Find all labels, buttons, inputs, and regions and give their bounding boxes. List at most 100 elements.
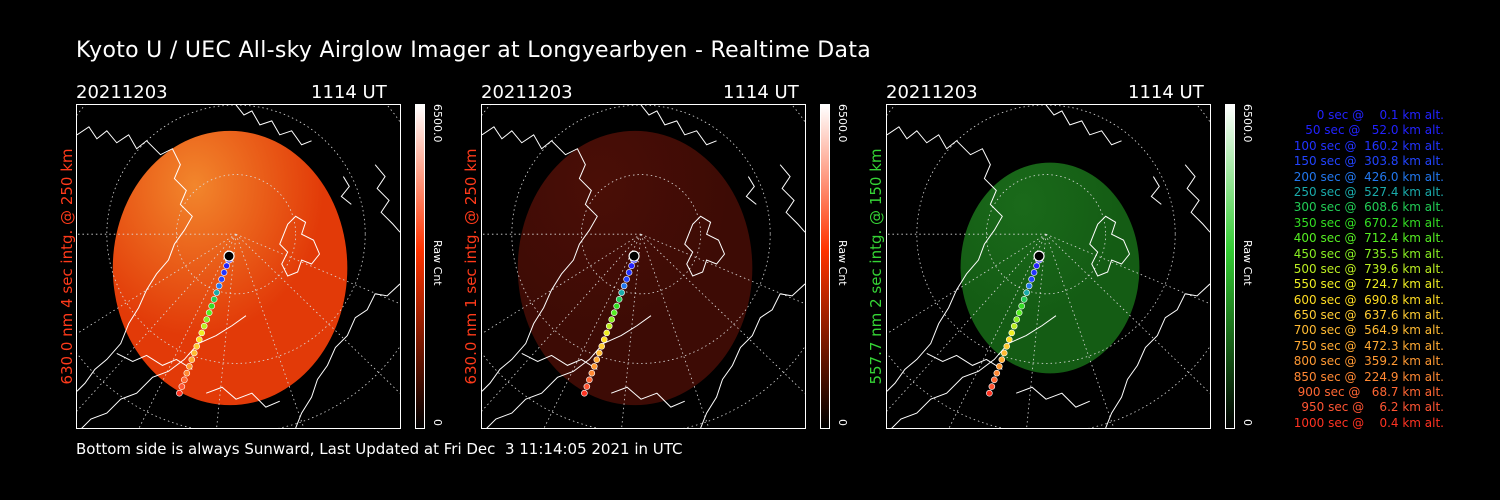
coastline [779,164,805,233]
panel-1-image [76,104,401,429]
latitude-grid-line [175,174,297,295]
panel-2-time: 1114 UT [723,82,799,103]
trajectory-dot [613,302,620,310]
trajectory-dot [993,369,1001,377]
trajectory-legend: 0 sec @ 0.1 km alt. 50 sec @ 52.0 km alt.… [1260,108,1444,431]
coastline [1150,176,1162,205]
trajectory-dot [620,282,628,290]
latitude-grid-line [511,105,771,364]
trajectory-dot [203,316,210,323]
trajectory-dot [618,289,625,296]
coastline [1016,386,1090,408]
trajectory-dot [593,356,601,364]
coastline [77,126,193,392]
coastline [700,283,805,428]
coastline [684,215,726,277]
trajectory-dot [610,309,618,316]
trajectory-dot [1015,309,1023,316]
latitude-grid-line [580,174,702,295]
trajectory-dot [598,343,606,350]
longitude-grid-line [640,234,710,428]
legend-row: 400 sec @ 712.4 km alt. [1293,231,1444,246]
trajectory-dot [193,343,201,350]
panel-1-colorbar [415,104,425,429]
legend-row: 200 sec @ 426.0 km alt. [1293,169,1444,184]
panel-1-cbar-min: 0 [431,419,444,426]
longitude-grid-line [640,233,805,305]
trajectory-dot [586,376,593,384]
panel-1-cbar-unit: Raw Cnt [431,240,444,286]
longitude-grid-line [948,234,1047,428]
panel-3-cbar-max: 6500.0 [1241,104,1254,143]
trajectory-dot [1020,296,1028,303]
legend-row: 1000 sec @ 0.4 km alt. [1293,415,1444,430]
longitude-grid-line [1045,233,1210,305]
legend-row: 0 sec @ 0.1 km alt. [1316,108,1444,122]
panel-3-date: 20211203 [886,82,978,103]
panel-3-colorbar [1225,104,1235,429]
longitude-grid-line [543,234,642,428]
legend-row: 900 sec @ 68.7 km alt. [1297,385,1444,400]
trajectory-dot [1028,275,1035,283]
panel-2-cbar-unit: Raw Cnt [836,240,849,286]
panel-2-ylabel: 630.0 nm 1 sec intg. @ 250 km [462,148,480,385]
airglow-image [960,162,1140,374]
station-marker [628,250,640,262]
coastline [206,386,280,408]
trajectory-dot [1023,289,1030,296]
legend-row: 500 sec @ 739.6 km alt. [1293,261,1444,276]
airglow-image [112,130,348,406]
panel-3-cbar-unit: Raw Cnt [1241,240,1254,286]
trajectory-dot [988,383,996,390]
latitude-grid-line [106,105,366,364]
trajectory-dot [220,269,228,276]
coastline [611,386,685,408]
longitude-grid-line [1026,234,1047,428]
longitude-grid-line [216,234,237,428]
coastline [640,105,717,146]
trajectory-dot [208,302,215,310]
trajectory-dot [218,275,225,283]
trajectory-dot [1008,329,1016,337]
coastline [926,353,1003,370]
legend-row: 550 sec @ 724.7 km alt. [1293,277,1444,292]
coastline [295,283,400,428]
panel-1-ylabel: 630.0 nm 4 sec intg. @ 250 km [58,148,76,385]
coastline [482,126,598,392]
coastline [1089,215,1131,277]
trajectory-dot [1013,316,1020,323]
panel-3-time: 1114 UT [1128,82,1204,103]
station-marker [1033,250,1045,262]
coastline [486,315,652,428]
panel-1-cbar-max: 6500.0 [431,104,444,143]
trajectory-dot [1018,302,1025,310]
legend-row: 700 sec @ 564.9 km alt. [1293,323,1444,338]
legend-row: 450 sec @ 735.5 km alt. [1293,246,1444,261]
coastline [340,176,352,205]
trajectory-dot [623,275,630,283]
legend-row: 50 sec @ 52.0 km alt. [1305,123,1444,138]
coastline [279,215,321,277]
legend-row: 150 sec @ 303.8 km alt. [1293,154,1444,169]
coastline [891,315,1057,428]
trajectory-dot [213,289,220,296]
panel-2-cbar-max: 6500.0 [836,104,849,143]
trajectory-dot [595,349,603,357]
trajectory-dot [628,262,635,270]
panel-3-image [886,104,1211,429]
latitude-grid-line [916,105,1176,364]
coastline [1184,164,1210,233]
panel-2-image [481,104,806,429]
legend-row: 800 sec @ 359.2 km alt. [1293,354,1444,369]
coastline [887,126,1003,392]
longitude-grid-line [235,233,400,305]
coastline [1045,105,1122,146]
trajectory-dot [1030,269,1038,276]
trajectory-dot [581,389,588,397]
trajectory-dot [215,282,223,290]
coastline [745,176,757,205]
legend-row: 600 sec @ 690.8 km alt. [1293,292,1444,307]
footer-status: Bottom side is always Sunward, Last Upda… [76,440,683,458]
trajectory-dot [608,316,615,323]
trajectory-dot [991,376,998,384]
